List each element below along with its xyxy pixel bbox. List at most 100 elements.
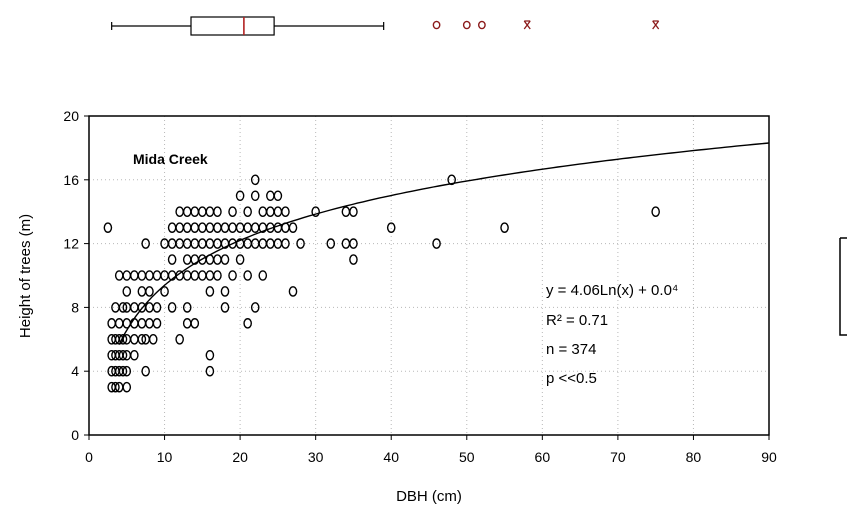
- data-point: [266, 190, 275, 202]
- site-label: Mida Creek: [133, 151, 208, 167]
- data-point: [122, 270, 132, 281]
- data-point: [118, 333, 128, 345]
- y-tick-label: 8: [71, 299, 79, 315]
- data-point: [258, 206, 268, 217]
- data-point: [288, 222, 298, 233]
- boxplot-extreme: [523, 20, 531, 30]
- data-point: [118, 365, 128, 377]
- data-point: [250, 174, 260, 186]
- data-point: [273, 206, 283, 217]
- cropped-panel-edge: [839, 237, 847, 336]
- data-point: [130, 333, 139, 345]
- y-tick-label: 16: [63, 172, 79, 188]
- data-point: [182, 206, 192, 217]
- data-point: [281, 238, 290, 249]
- data-point: [118, 349, 128, 361]
- x-tick-label: 20: [232, 449, 248, 465]
- data-point: [141, 238, 150, 249]
- data-point: [205, 286, 215, 297]
- data-point: [137, 318, 147, 329]
- data-point: [107, 318, 116, 329]
- data-point: [103, 222, 113, 233]
- r-squared-label: R² = 0.71: [546, 312, 608, 329]
- data-point: [220, 286, 230, 297]
- data-point: [137, 333, 147, 345]
- data-point: [167, 254, 177, 265]
- y-tick-label: 4: [71, 363, 79, 379]
- data-point: [296, 238, 305, 249]
- y-axis-label: Height of trees (m): [17, 214, 34, 338]
- data-point: [205, 222, 215, 233]
- data-point: [130, 349, 139, 361]
- data-point: [182, 318, 192, 329]
- data-point: [167, 302, 177, 313]
- data-point: [220, 222, 230, 233]
- data-point: [235, 190, 245, 202]
- boxplot-outlier: [462, 20, 471, 30]
- data-point: [137, 270, 147, 281]
- data-point: [160, 286, 169, 297]
- data-point: [141, 365, 150, 377]
- data-point: [213, 206, 222, 217]
- data-point: [182, 270, 192, 281]
- data-point: [198, 206, 207, 217]
- data-point: [118, 302, 128, 313]
- data-point: [250, 222, 260, 233]
- data-point: [250, 302, 260, 313]
- data-point: [220, 302, 230, 313]
- data-point: [152, 318, 162, 329]
- data-point: [205, 206, 215, 217]
- data-point: [175, 206, 184, 217]
- boxplot-box: [190, 16, 275, 36]
- dbh-boxplot: [111, 16, 660, 36]
- data-point: [111, 381, 120, 393]
- data-point: [122, 286, 132, 297]
- data-point: [122, 365, 132, 377]
- data-point: [432, 238, 441, 249]
- data-point: [228, 206, 237, 217]
- data-point: [651, 206, 660, 217]
- x-tick-label: 70: [610, 449, 626, 465]
- data-point: [130, 302, 139, 313]
- p-value-label: p <<0.5: [546, 370, 597, 387]
- data-point: [386, 222, 396, 233]
- data-point: [213, 222, 222, 233]
- data-point: [341, 206, 351, 217]
- boxplot-outlier: [432, 20, 441, 30]
- data-point: [190, 270, 200, 281]
- grid-lines: [89, 116, 769, 435]
- data-point: [326, 238, 336, 249]
- data-point: [122, 381, 132, 393]
- n-label: n = 374: [546, 341, 596, 358]
- x-tick-label: 80: [686, 449, 702, 465]
- data-point: [266, 238, 275, 249]
- x-tick-label: 10: [157, 449, 173, 465]
- data-point: [137, 286, 147, 297]
- data-point: [349, 238, 358, 249]
- data-point: [152, 302, 162, 313]
- data-point: [273, 190, 283, 202]
- data-point: [243, 222, 252, 233]
- y-tick-label: 20: [63, 108, 79, 124]
- x-tick-label: 30: [308, 449, 324, 465]
- data-point: [266, 206, 275, 217]
- data-point: [228, 222, 237, 233]
- data-point: [243, 318, 252, 329]
- data-point: [130, 270, 139, 281]
- data-point: [258, 270, 268, 281]
- y-tick-label: 12: [63, 236, 79, 252]
- data-point: [198, 238, 207, 249]
- data-point: [349, 254, 358, 265]
- boxplot-extreme: [652, 20, 660, 30]
- data-point: [205, 349, 215, 361]
- data-point: [114, 318, 124, 329]
- equation-label: y = 4.06Ln(x) + 0.0⁴: [546, 282, 678, 299]
- data-point: [145, 270, 154, 281]
- data-point: [213, 254, 222, 265]
- data-point: [175, 222, 184, 233]
- data-point: [250, 190, 260, 202]
- x-tick-label: 40: [383, 449, 399, 465]
- data-point: [243, 270, 252, 281]
- data-point: [198, 222, 207, 233]
